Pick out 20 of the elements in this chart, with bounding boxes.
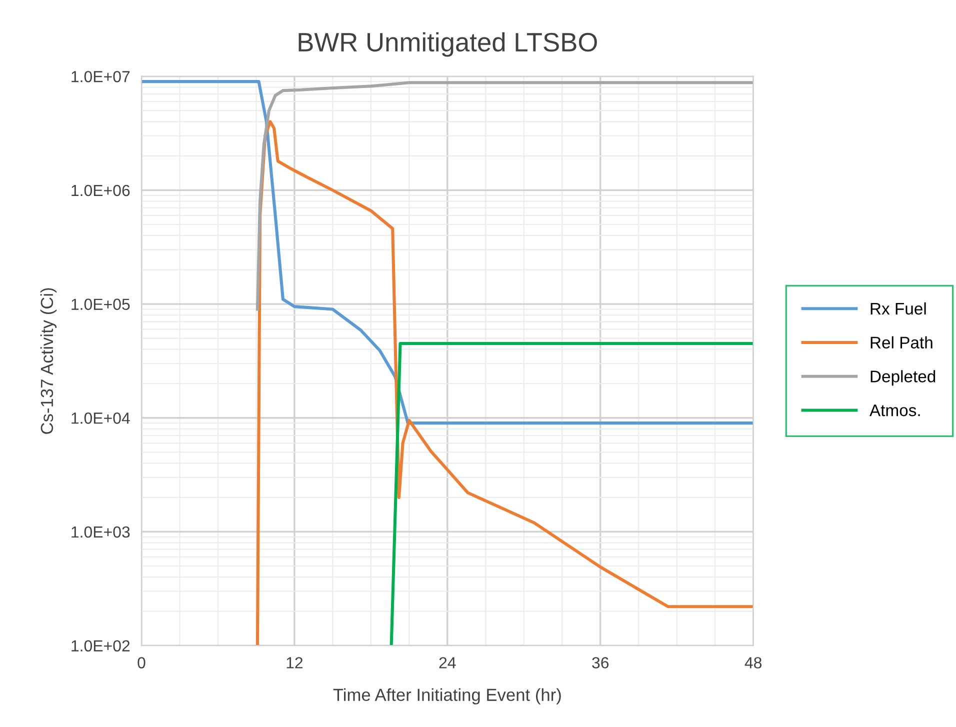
- y-axis-title: Cs-137 Activity (Ci): [40, 288, 57, 434]
- line-series: [141, 80, 754, 425]
- legend-label: Rel Path: [870, 336, 932, 348]
- y-tick-label: 1.0E+05: [72, 298, 130, 310]
- legend-label: Rx Fuel: [870, 302, 926, 315]
- y-tick-label: 1.0E+03: [72, 526, 130, 538]
- x-tick-label: 0: [138, 657, 146, 668]
- x-tick-label: 12: [286, 657, 303, 668]
- y-tick-label: 1.0E+06: [72, 184, 130, 196]
- x-axis-title: Time After Initiating Event (hr): [333, 688, 561, 704]
- y-tick-label: 1.0E+02: [72, 640, 130, 652]
- legend-label: Atmos.: [870, 404, 920, 416]
- x-tick-label: 36: [592, 657, 609, 668]
- line-series: [256, 81, 754, 311]
- x-tick-label: 24: [439, 657, 456, 668]
- y-tick-label: 1.0E+04: [72, 412, 130, 424]
- x-tick-label: 48: [744, 657, 762, 668]
- y-tick-label: 1.0E+07: [72, 70, 130, 82]
- legend-label: Depleted: [870, 370, 936, 386]
- chart-title: BWR Unmitigated LTSBO: [298, 32, 597, 57]
